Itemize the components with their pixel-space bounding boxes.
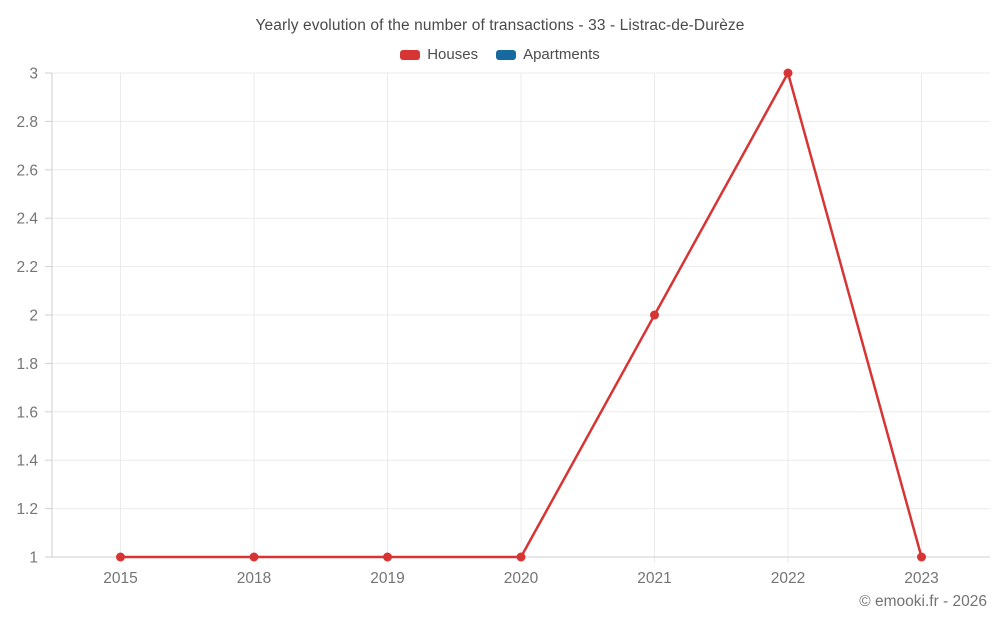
data-point-houses-2019[interactable]: [383, 552, 392, 562]
data-point-houses-2021[interactable]: [650, 310, 659, 320]
y-tick-label: 1: [29, 550, 38, 567]
data-point-houses-2022[interactable]: [783, 68, 793, 78]
x-tick-label: 2021: [637, 570, 671, 587]
y-tick-label: 1.6: [16, 404, 38, 421]
x-tick-label: 2019: [370, 570, 404, 587]
houses-series-swatch-icon: [400, 49, 421, 60]
y-tick-label: 1.8: [16, 356, 38, 373]
data-point-houses-2020[interactable]: [516, 552, 526, 562]
x-tick-label: 2022: [771, 570, 805, 587]
y-tick-label: 2.8: [16, 114, 38, 131]
chart-title: Yearly evolution of the number of transa…: [255, 17, 745, 34]
y-tick-label: 2.4: [16, 211, 38, 228]
y-tick-label: 2: [29, 308, 38, 325]
y-tick-label: 1.4: [16, 453, 38, 470]
y-tick-label: 2.6: [16, 162, 38, 179]
y-tick-label: 2.2: [16, 259, 38, 276]
legend-item-apartments[interactable]: Apartments: [496, 46, 600, 63]
y-tick-label: 1.2: [16, 501, 38, 518]
data-point-houses-2015[interactable]: [116, 552, 125, 562]
x-tick-label: 2015: [103, 570, 137, 587]
x-tick-label: 2020: [504, 570, 539, 587]
legend-label-houses: Houses: [427, 46, 479, 63]
data-point-houses-2018[interactable]: [249, 552, 259, 562]
y-tick-label: 3: [29, 66, 38, 83]
apartments-series-swatch-icon: [496, 49, 517, 60]
data-point-houses-2023[interactable]: [917, 552, 926, 562]
legend: Houses Apartments: [0, 46, 1000, 63]
copyright-text: © emooki.fr - 2026: [859, 593, 987, 610]
x-tick-label: 2018: [237, 570, 271, 587]
legend-item-houses[interactable]: Houses: [400, 46, 478, 63]
legend-label-apartments: Apartments: [523, 46, 600, 63]
x-tick-label: 2023: [904, 570, 938, 587]
